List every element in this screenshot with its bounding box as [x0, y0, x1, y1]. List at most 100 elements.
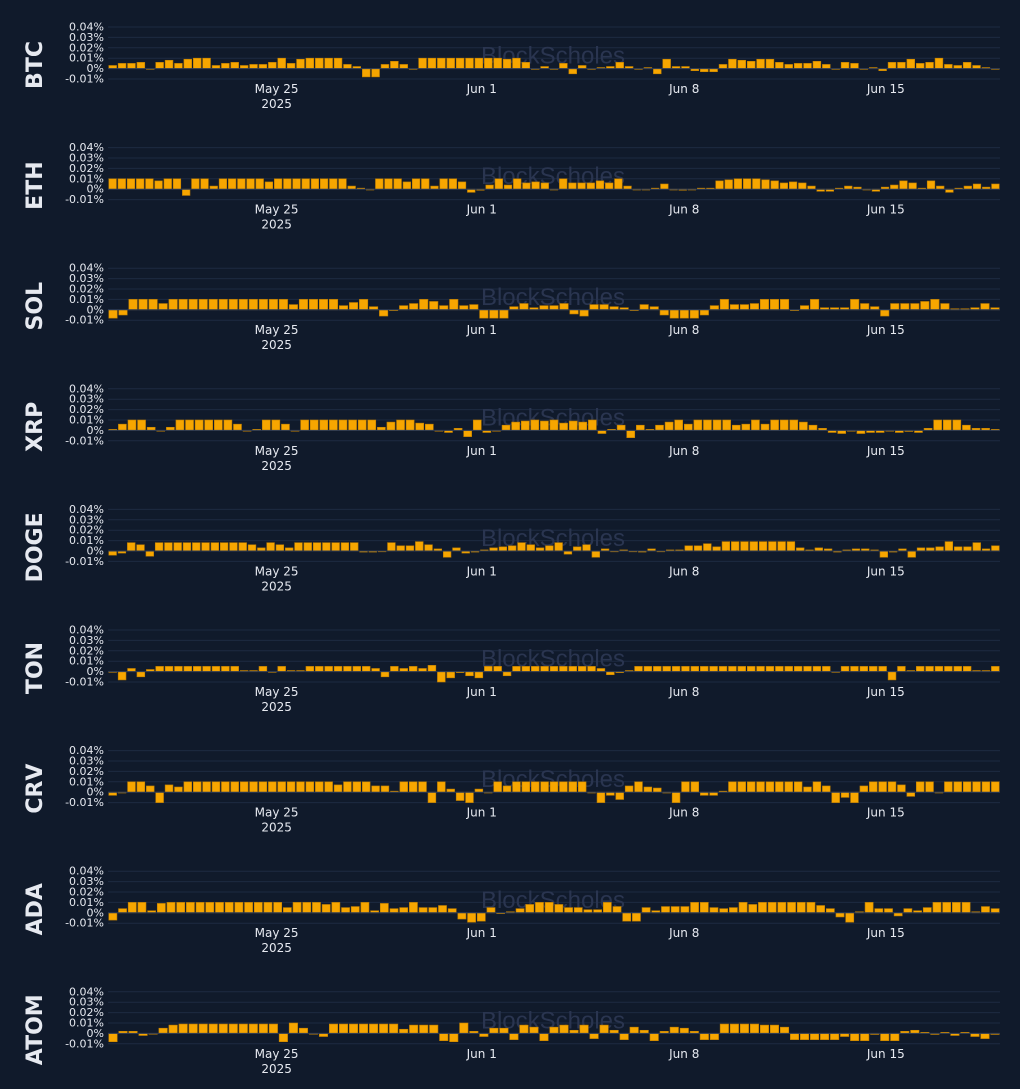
bar [183, 58, 193, 69]
bar [589, 1033, 599, 1039]
bar [315, 781, 324, 793]
bar [312, 542, 322, 552]
bar [310, 178, 320, 190]
bar [845, 912, 855, 923]
bar [218, 178, 228, 190]
bar [247, 544, 257, 552]
bar [749, 303, 759, 311]
bar [305, 666, 315, 672]
bar [127, 542, 136, 552]
bar [880, 1033, 890, 1041]
bar [338, 419, 348, 431]
bar [671, 791, 681, 803]
bar [915, 781, 925, 793]
bar [467, 912, 476, 923]
bar [172, 178, 182, 190]
bar [564, 907, 573, 914]
bar [463, 430, 472, 437]
bar [786, 541, 796, 552]
bar [320, 178, 329, 190]
bar [164, 59, 174, 69]
bar [298, 1027, 308, 1034]
bar [176, 902, 186, 914]
x-tick-label: Jun 15 [866, 564, 905, 578]
x-tick-sublabel: 2025 [261, 97, 292, 111]
bar [264, 181, 274, 190]
bar [294, 542, 303, 552]
bar [424, 544, 433, 552]
bar [386, 421, 396, 431]
bar [860, 303, 870, 311]
bar [136, 178, 145, 190]
bar [897, 62, 906, 69]
bar [229, 542, 238, 552]
y-tick-label: 0.03% [69, 875, 104, 888]
bar [331, 542, 340, 552]
watermark: BlockScholes [481, 43, 625, 70]
panel-eth: 0.04%0.03%0.02%0.01%0%-0.01%BlockScholes… [23, 141, 1000, 232]
y-tick-label: 0.03% [69, 152, 104, 165]
bar [925, 666, 934, 672]
bar [737, 59, 746, 69]
bar [228, 178, 237, 190]
y-tick-label: -0.01% [65, 676, 104, 689]
bar [292, 178, 301, 190]
bar [880, 309, 890, 317]
bar [439, 1033, 449, 1041]
bar [393, 178, 402, 190]
bar [799, 421, 808, 431]
bar [768, 541, 777, 552]
bar [850, 791, 859, 803]
bar [840, 62, 850, 69]
bar [390, 61, 399, 69]
bar [703, 419, 712, 431]
bar [719, 299, 729, 311]
bar [329, 178, 338, 190]
bar [268, 62, 277, 69]
bar [626, 430, 636, 438]
bar [775, 666, 784, 672]
bar [379, 309, 389, 317]
bar [770, 180, 779, 190]
bar [223, 419, 233, 431]
bar [380, 671, 390, 678]
bar [459, 1022, 469, 1034]
bar [239, 781, 249, 793]
bar [472, 419, 482, 431]
bar [494, 178, 503, 190]
bar [780, 299, 790, 311]
y-tick-label: 0.04% [69, 744, 104, 757]
y-tick-label: 0.01% [69, 172, 104, 185]
panel-atom: 0.04%0.03%0.02%0.01%0%-0.01%BlockScholes… [23, 985, 1000, 1076]
bar [748, 904, 758, 914]
x-tick-label: Jun 15 [866, 323, 905, 337]
bar [308, 299, 318, 311]
panel-label: ETH [23, 161, 48, 209]
panel-btc: 0.04%0.03%0.02%0.01%0%-0.01% BlockScholes… [23, 21, 1000, 111]
bar [784, 64, 793, 69]
y-tick-label: 0.01% [69, 52, 104, 65]
bar [769, 299, 780, 311]
bar [258, 64, 268, 69]
bar [822, 64, 831, 69]
bar [117, 671, 127, 681]
bar [660, 183, 669, 190]
bar [186, 902, 195, 914]
bar [512, 57, 521, 69]
bar [643, 666, 653, 672]
bar [238, 542, 247, 552]
bar [469, 304, 479, 311]
bar [409, 303, 419, 311]
bar [511, 421, 520, 431]
bar [859, 785, 869, 793]
bar [549, 305, 559, 311]
bar [343, 64, 352, 69]
bar [237, 178, 246, 190]
panel-ada: 0.04%0.03%0.02%0.01%0%-0.01%BlockScholes… [23, 865, 1000, 955]
bar [288, 1022, 298, 1034]
bar [266, 542, 275, 552]
bar [246, 178, 255, 190]
bar [930, 299, 940, 311]
bar [729, 1023, 739, 1034]
bar [655, 424, 664, 431]
